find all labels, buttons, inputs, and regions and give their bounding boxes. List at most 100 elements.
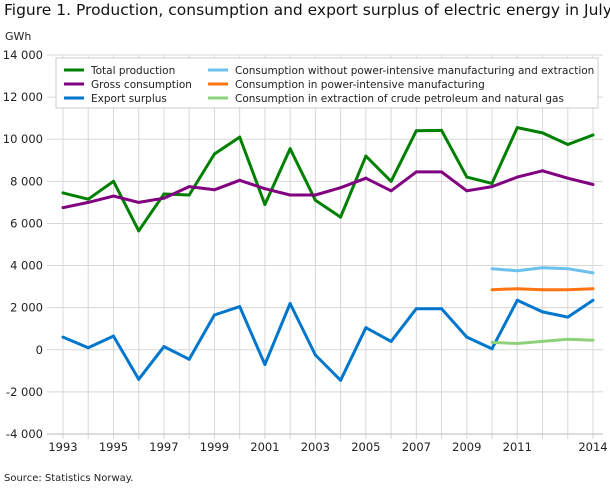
data-point: [541, 131, 545, 135]
legend-label: Export surplus: [91, 93, 167, 105]
data-point: [515, 126, 519, 130]
data-point: [212, 313, 216, 317]
data-point: [541, 266, 545, 270]
data-point: [414, 129, 418, 133]
x-tick-label: 2009: [452, 440, 481, 454]
data-point: [490, 181, 494, 185]
data-point: [212, 188, 216, 192]
data-point: [61, 335, 65, 339]
legend-label: Consumption in extraction of crude petro…: [235, 93, 564, 105]
data-point: [187, 185, 191, 189]
data-point: [263, 187, 267, 191]
data-point: [414, 307, 418, 311]
data-point: [541, 310, 545, 314]
x-tick-label: 1993: [48, 440, 77, 454]
legend-label: Total production: [90, 65, 175, 77]
data-point: [566, 315, 570, 319]
data-point: [86, 197, 90, 201]
data-point: [339, 378, 343, 382]
y-axis-unit: GWh: [5, 30, 32, 43]
data-point: [515, 341, 519, 345]
legend-label: Consumption without power-intensive manu…: [235, 65, 594, 77]
y-tick-label: 8 000: [10, 174, 43, 188]
data-point: [591, 271, 595, 275]
series-line-0: [62, 126, 594, 233]
data-point: [541, 339, 545, 343]
data-point: [591, 298, 595, 302]
data-point: [566, 288, 570, 292]
data-point: [288, 193, 292, 197]
data-point: [465, 335, 469, 339]
data-point: [111, 334, 115, 338]
x-tick-label: 2001: [250, 440, 279, 454]
y-tick-label: 2 000: [10, 301, 43, 315]
data-point: [162, 192, 166, 196]
data-point: [440, 170, 444, 174]
legend-label: Gross consumption: [91, 79, 192, 91]
data-point: [414, 170, 418, 174]
data-point: [465, 189, 469, 193]
data-point: [591, 287, 595, 291]
data-point: [263, 363, 267, 367]
data-point: [137, 200, 141, 204]
data-point: [111, 179, 115, 183]
y-tick-label: 0: [36, 343, 43, 357]
data-point: [566, 142, 570, 146]
data-point: [61, 191, 65, 195]
data-point: [515, 298, 519, 302]
x-tick-label: 2003: [301, 440, 330, 454]
data-point: [364, 154, 368, 158]
data-point: [566, 267, 570, 271]
data-point: [541, 169, 545, 173]
data-point: [288, 147, 292, 151]
data-point: [162, 196, 166, 200]
source-note: Source: Statistics Norway.: [4, 473, 134, 484]
data-point: [313, 198, 317, 202]
data-point: [187, 193, 191, 197]
data-point: [591, 182, 595, 186]
data-point: [591, 338, 595, 342]
x-tick-label: 2011: [503, 440, 532, 454]
x-tick-label: 1999: [200, 440, 229, 454]
data-point: [313, 353, 317, 357]
data-point: [591, 133, 595, 137]
data-point: [465, 175, 469, 179]
data-point: [86, 200, 90, 204]
chart-title: Figure 1. Production, consumption and ex…: [4, 1, 610, 19]
data-point: [61, 206, 65, 210]
data-point: [440, 307, 444, 311]
data-point: [364, 326, 368, 330]
data-point: [364, 176, 368, 180]
data-point: [339, 186, 343, 190]
data-point: [212, 152, 216, 156]
legend-box: [55, 57, 599, 109]
data-point: [111, 194, 115, 198]
data-point: [187, 357, 191, 361]
data-point: [389, 179, 393, 183]
data-point: [490, 288, 494, 292]
data-point: [490, 347, 494, 351]
data-point: [566, 337, 570, 341]
y-tick-label: -4 000: [6, 427, 43, 441]
series-line-2: [62, 298, 594, 382]
series-line-1: [62, 169, 594, 210]
y-tick-label: 4 000: [10, 259, 43, 273]
data-point: [490, 340, 494, 344]
data-point: [137, 229, 141, 233]
data-point: [389, 339, 393, 343]
y-tick-label: 10 000: [3, 132, 43, 146]
x-tick-label: 2007: [402, 440, 431, 454]
data-point: [566, 176, 570, 180]
data-point: [238, 305, 242, 309]
legend-label: Consumption in power-intensive manufactu…: [235, 79, 485, 91]
data-point: [86, 346, 90, 350]
data-point: [490, 267, 494, 271]
y-tick-label: 6 000: [10, 216, 43, 230]
data-point: [339, 215, 343, 219]
data-point: [440, 128, 444, 132]
data-point: [137, 377, 141, 381]
data-point: [288, 301, 292, 305]
data-point: [238, 178, 242, 182]
data-point: [515, 175, 519, 179]
